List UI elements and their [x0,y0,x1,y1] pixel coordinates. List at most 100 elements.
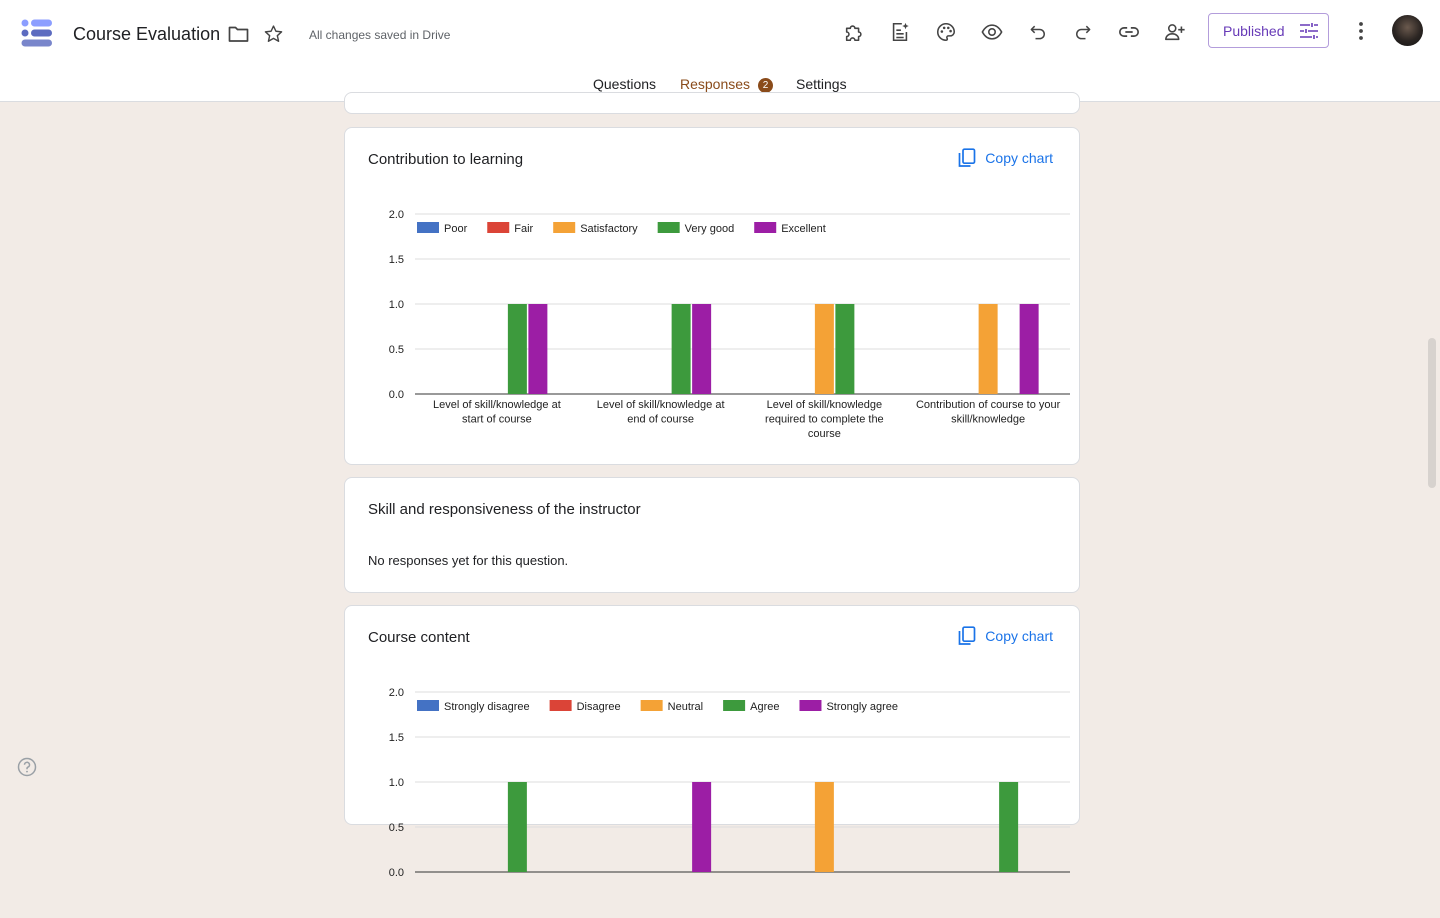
copy-icon [958,148,976,167]
legend-label: Satisfactory [580,223,638,235]
y-tick-label: 0.5 [389,822,404,834]
question-card-instructor: Skill and responsiveness of the instruct… [344,477,1080,593]
palette-icon [937,22,956,42]
published-button[interactable]: Published [1208,13,1329,48]
legend-swatch [657,222,680,233]
bar-chart-course-content: 0.0 0.5 1.0 1.5 2.0 Strongly disagree Disagree… [389,687,1070,879]
x-tick-label: Level of skill/knowledge at [433,399,561,411]
eye-icon [981,24,1003,40]
legend-label: Strongly agree [826,701,898,713]
undo-icon [1030,25,1045,40]
y-tick-label: 0.0 [389,867,404,879]
question-title: Course content [368,629,470,646]
copy-chart-button[interactable]: Copy chart [958,148,1053,168]
legend-label: Neutral [668,701,703,713]
person-add-icon [1165,24,1185,41]
bar [528,304,548,394]
legend-label: Agree [750,701,779,713]
no-responses-message: No responses yet for this question. [368,553,569,568]
legend-label: Excellent [781,223,826,235]
bar-chart-contribution: 0.0 0.5 1.0 1.5 2.0 Poor Fair Satisfactory Very … [389,209,1070,440]
help-icon[interactable] [17,757,37,777]
addons-button[interactable] [840,18,868,46]
bar [507,782,527,872]
y-tick-label: 1.5 [389,254,404,266]
preview-button[interactable] [978,18,1006,46]
tune-icon [1299,22,1318,39]
ai-summary-button[interactable] [886,18,914,46]
x-tick-label: required to complete the [765,414,884,426]
link-icon [1119,27,1139,37]
x-tick-label: end of course [627,414,694,426]
bar [814,304,834,394]
y-tick-label: 2.0 [389,687,404,699]
copy-icon [958,626,976,645]
bar [814,782,834,872]
legend-swatch [417,222,439,233]
bar [507,304,527,394]
y-tick-label: 0.0 [389,389,404,401]
bar [835,304,855,394]
legend-swatch [553,222,576,233]
bar [671,304,691,394]
bar [978,304,998,394]
sparkle-doc-icon [892,22,909,42]
legend-label: Poor [444,223,468,235]
bar [692,304,712,394]
customize-theme-button[interactable] [932,18,960,46]
tab-responses-label: Responses [680,76,751,92]
legend-swatch [723,700,746,711]
legend-swatch [640,700,663,711]
x-tick-label: Contribution of course to your [916,399,1061,411]
question-title: Skill and responsiveness of the instruct… [368,501,641,518]
legend-swatch [799,700,822,711]
legend-swatch [549,700,572,711]
question-card-contribution: Contribution to learning Copy chart 0.0 0… [344,127,1080,465]
page-scrollbar-thumb[interactable] [1428,338,1436,488]
question-card-course-content: Course content Copy chart 0.0 0.5 1.0 1.5 2.… [344,605,1080,879]
top-app-bar: Course Evaluation All changes saved in D… [0,0,1440,102]
legend-swatch [754,222,777,233]
y-tick-label: 1.0 [389,299,404,311]
question-title: Contribution to learning [368,151,524,168]
add-collaborators-button[interactable] [1161,18,1189,46]
forms-logo-icon[interactable] [20,17,54,49]
form-title[interactable]: Course Evaluation [73,24,221,44]
legend-label: Fair [514,223,533,235]
tab-responses[interactable]: Responses 2 [680,76,774,93]
copy-chart-button[interactable]: Copy chart [958,626,1053,646]
redo-icon [1076,25,1091,40]
copy-chart-label: Copy chart [985,150,1053,166]
bar [999,782,1019,872]
form-tabs: Questions Responses 2 Settings [0,76,1440,102]
legend-label: Very good [685,223,735,235]
undo-button[interactable] [1024,18,1052,46]
bar [1019,304,1039,394]
bar [692,782,712,872]
y-tick-label: 1.5 [389,732,404,744]
redo-button[interactable] [1069,18,1097,46]
y-tick-label: 1.0 [389,777,404,789]
tab-settings[interactable]: Settings [796,76,847,92]
previous-question-card [344,92,1080,114]
save-status: All changes saved in Drive [309,28,451,42]
legend-label: Strongly disagree [444,701,530,713]
x-tick-label: course [808,428,841,440]
account-avatar[interactable] [1392,15,1423,46]
y-tick-label: 2.0 [389,209,404,221]
published-label: Published [1223,22,1285,39]
legend-swatch [487,222,510,233]
tab-questions[interactable]: Questions [593,76,657,92]
puzzle-icon [845,25,862,42]
copy-chart-label: Copy chart [985,628,1053,644]
folder-icon[interactable] [228,25,249,43]
star-icon[interactable] [263,24,284,44]
x-tick-label: start of course [462,414,532,426]
responses-count-badge: 2 [758,78,774,93]
x-tick-label: Level of skill/knowledge [767,399,883,411]
copy-link-button[interactable] [1115,18,1143,46]
legend-label: Disagree [577,701,621,713]
more-options-icon[interactable] [1350,20,1372,42]
y-tick-label: 0.5 [389,344,404,356]
legend-swatch [417,700,439,711]
